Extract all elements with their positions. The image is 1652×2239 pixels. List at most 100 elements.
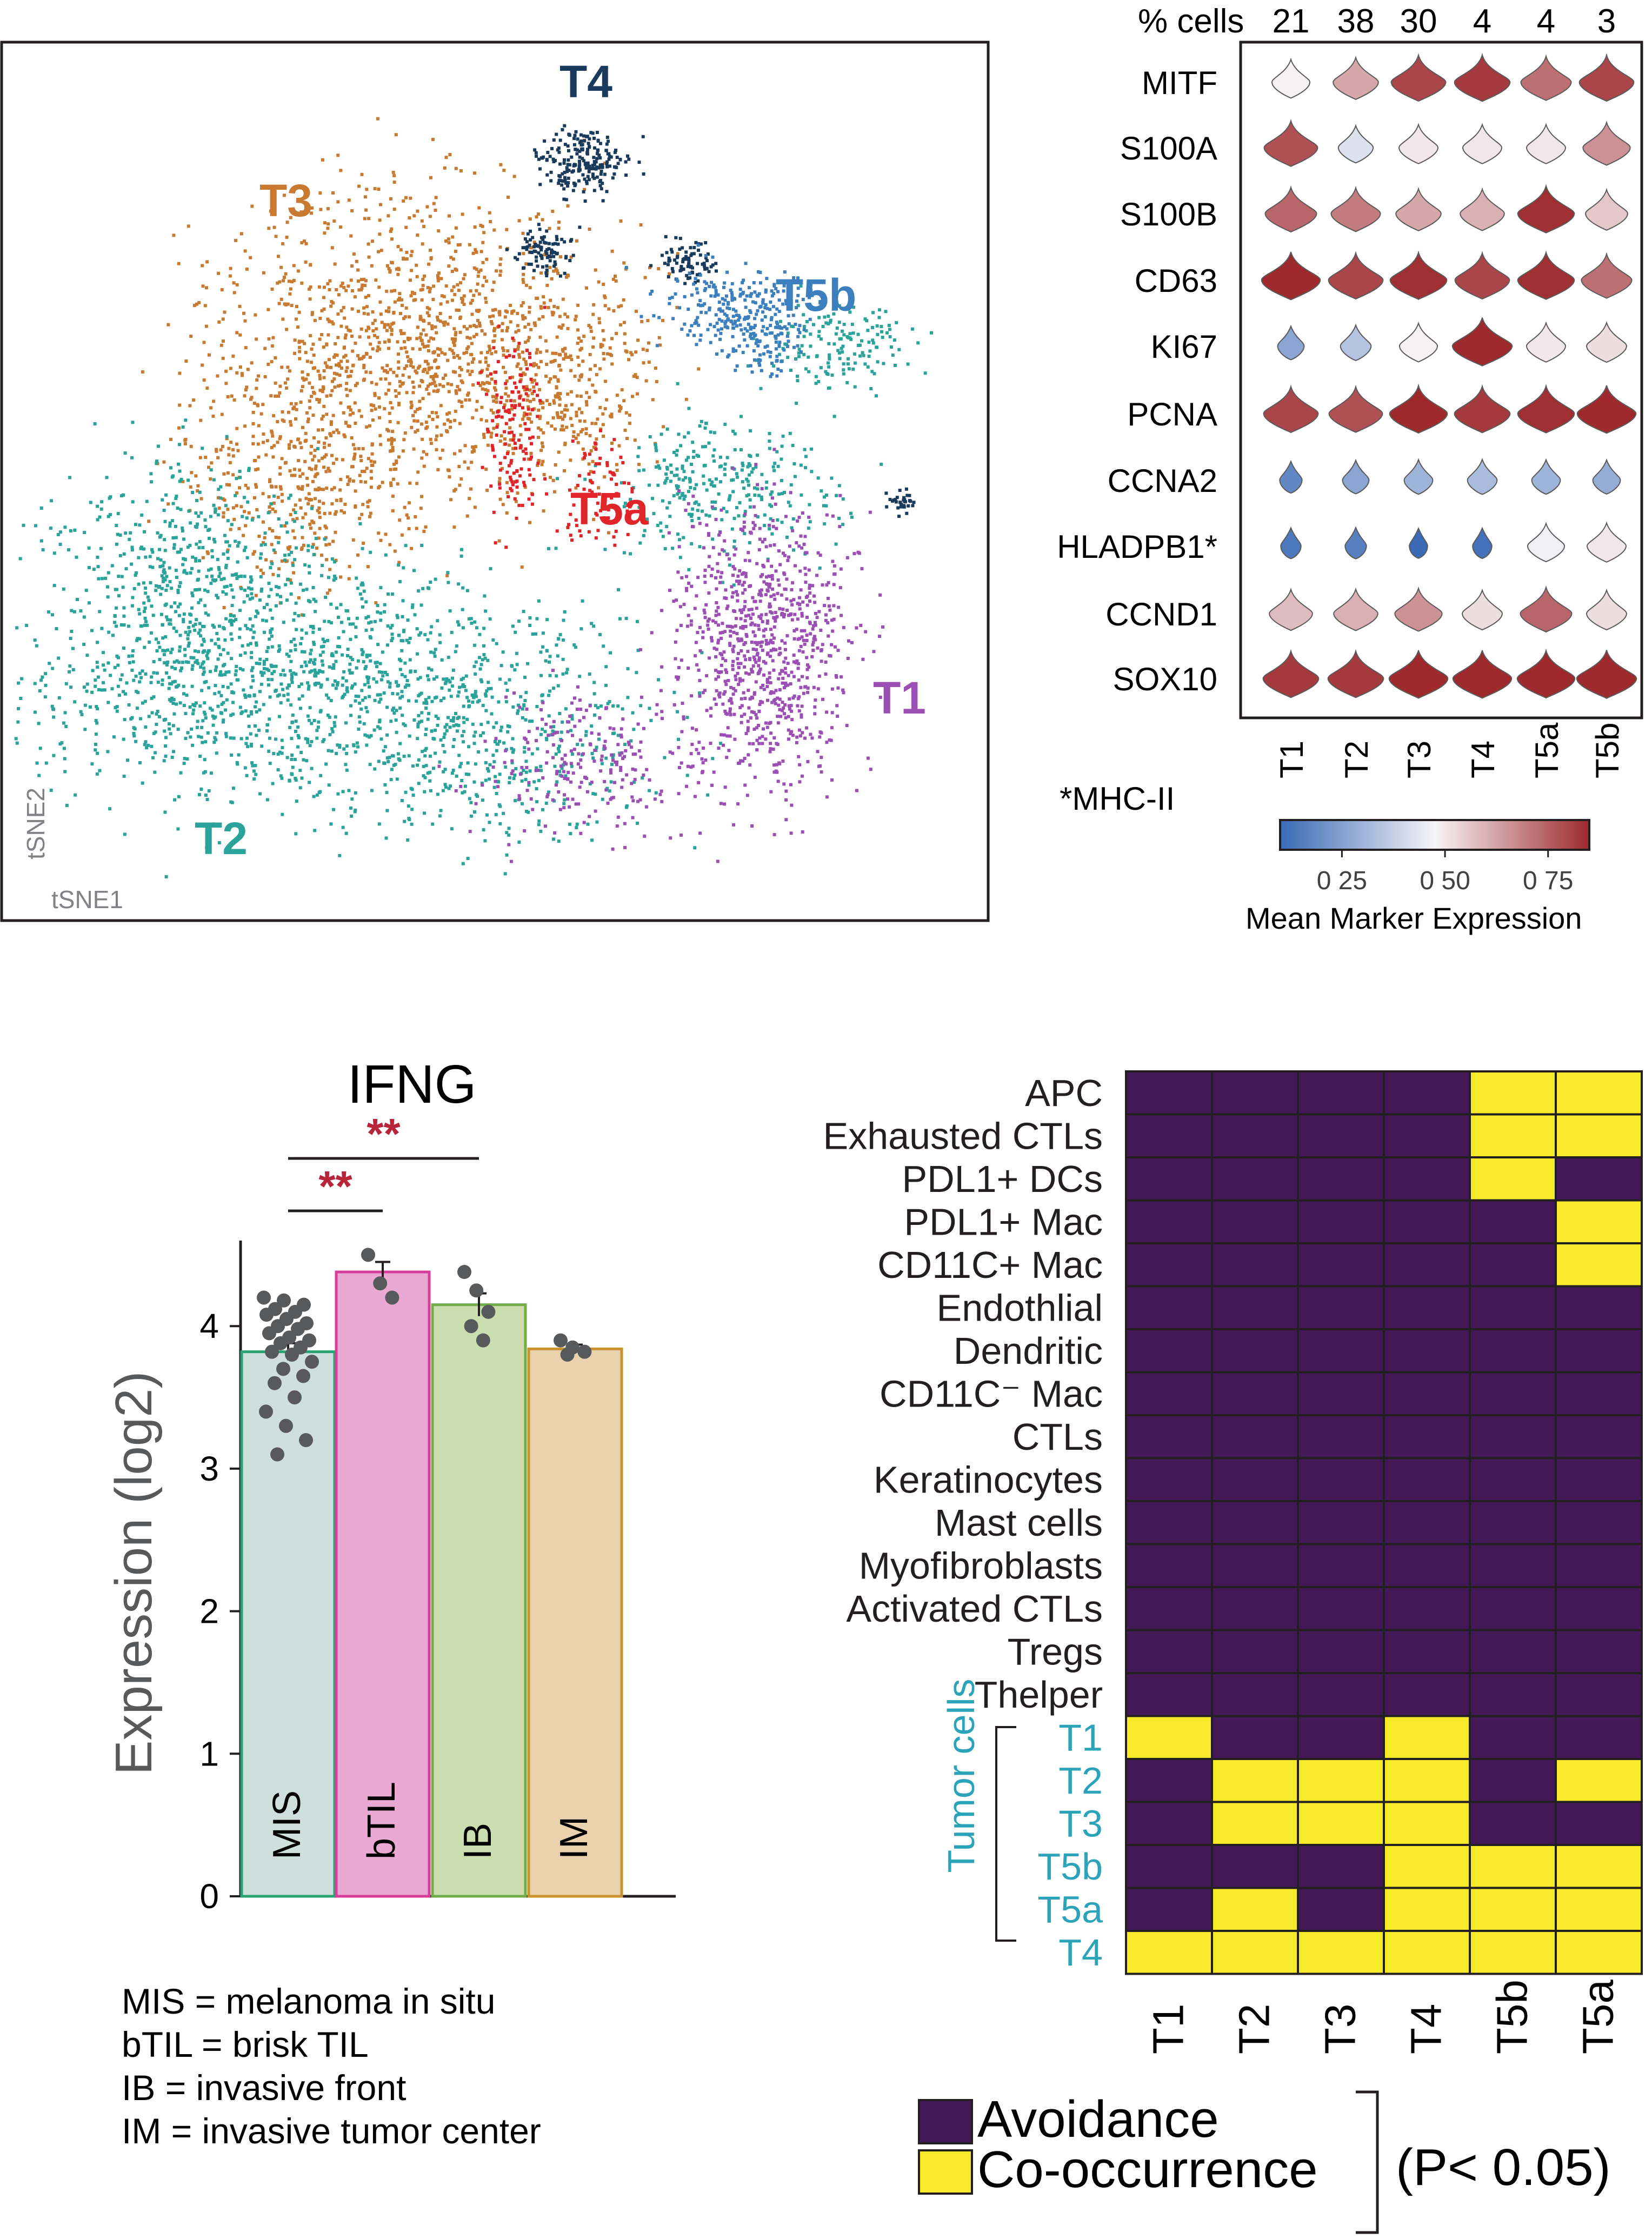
tsne-point: [209, 567, 213, 571]
tsne-point: [82, 685, 86, 689]
tsne-point: [731, 490, 735, 494]
tsne-point: [447, 241, 451, 245]
tsne-point: [205, 387, 209, 390]
tsne-point: [803, 535, 807, 538]
tsne-point: [420, 711, 424, 715]
tsne-point: [370, 476, 373, 480]
tsne-point: [323, 512, 327, 515]
tsne-point: [838, 357, 842, 361]
tsne-point: [838, 525, 842, 529]
tsne-point: [755, 716, 759, 720]
tsne-point: [291, 563, 295, 567]
tsne-point: [785, 609, 789, 612]
tsne-point: [466, 761, 470, 765]
tsne-point: [806, 691, 810, 695]
tsne-point: [110, 687, 114, 691]
tsne-point: [255, 485, 258, 489]
tsne-point: [657, 678, 660, 682]
tsne-point: [296, 745, 300, 749]
tsne-point: [753, 775, 757, 779]
tsne-point: [85, 654, 89, 657]
tsne-point: [523, 485, 527, 489]
tsne-point: [769, 640, 772, 644]
tsne-point: [283, 381, 287, 385]
tsne-point: [462, 676, 465, 680]
tsne-point: [195, 725, 199, 729]
tsne-point: [457, 309, 461, 312]
tsne-point: [593, 713, 596, 717]
tsne-point: [505, 831, 509, 835]
tsne-point: [472, 324, 476, 328]
tsne-point: [438, 641, 442, 644]
tsne-point: [475, 325, 478, 329]
tsne-point: [202, 639, 206, 643]
tsne-point: [254, 615, 257, 618]
tsne-point: [552, 490, 556, 494]
tsne-point: [446, 418, 450, 422]
tsne-point: [784, 716, 788, 719]
tsne-point: [429, 176, 432, 179]
tsne-point: [498, 439, 502, 443]
tsne-point: [415, 482, 419, 485]
tsne-point: [178, 581, 182, 585]
tsne-point: [210, 638, 214, 642]
tsne-point: [447, 581, 450, 584]
tsne-point: [524, 770, 528, 774]
tsne-point: [186, 633, 190, 637]
tsne-point: [315, 736, 319, 740]
tsne-point: [327, 222, 330, 226]
tsne-point: [740, 468, 744, 472]
tsne-point: [421, 587, 425, 590]
tsne-point: [788, 707, 791, 711]
tsne-point: [745, 477, 749, 481]
tsne-point: [280, 559, 284, 563]
tsne-point: [400, 799, 404, 802]
tsne-point: [664, 472, 668, 476]
tsne-point: [306, 681, 310, 685]
tsne-point: [350, 209, 354, 212]
tsne-point: [190, 567, 194, 570]
tsne-point: [319, 645, 323, 649]
tsne-point: [839, 567, 843, 571]
tsne-point: [304, 260, 308, 264]
tsne-point: [376, 349, 379, 352]
tsne-point: [263, 606, 266, 609]
tsne-point: [362, 355, 366, 358]
tsne-point: [221, 590, 225, 594]
tsne-point: [241, 374, 244, 377]
tsne-point: [710, 480, 714, 484]
tsne-point: [364, 208, 368, 212]
tsne-point: [83, 728, 87, 731]
tsne-point: [250, 669, 254, 672]
tsne-point: [103, 668, 106, 672]
tsne-point: [310, 385, 314, 389]
tsne-point: [809, 732, 812, 736]
tsne-point: [539, 359, 543, 363]
tsne-point: [441, 789, 445, 792]
tsne-point: [277, 394, 281, 398]
tsne-point: [508, 781, 511, 784]
tsne-point: [150, 604, 154, 608]
tsne-point: [118, 554, 122, 557]
tsne-point: [325, 487, 329, 490]
tsne-point: [489, 687, 493, 690]
tsne-point: [188, 404, 192, 408]
tsne-point: [784, 789, 788, 793]
tsne-point: [754, 514, 757, 517]
tsne-point: [263, 543, 267, 547]
tsne-point: [478, 384, 482, 387]
tsne-point: [506, 195, 510, 199]
tsne-point: [408, 481, 412, 485]
tsne-point: [510, 761, 514, 764]
tsne-point: [690, 542, 694, 545]
tsne-point: [306, 420, 310, 423]
tsne-point: [590, 838, 594, 842]
tsne-point: [456, 694, 459, 698]
tsne-point: [296, 325, 300, 329]
tsne-point: [106, 595, 110, 599]
tsne-point: [416, 366, 420, 370]
tsne-point: [588, 228, 591, 231]
tsne-point: [797, 709, 801, 713]
tsne-point: [418, 348, 422, 351]
